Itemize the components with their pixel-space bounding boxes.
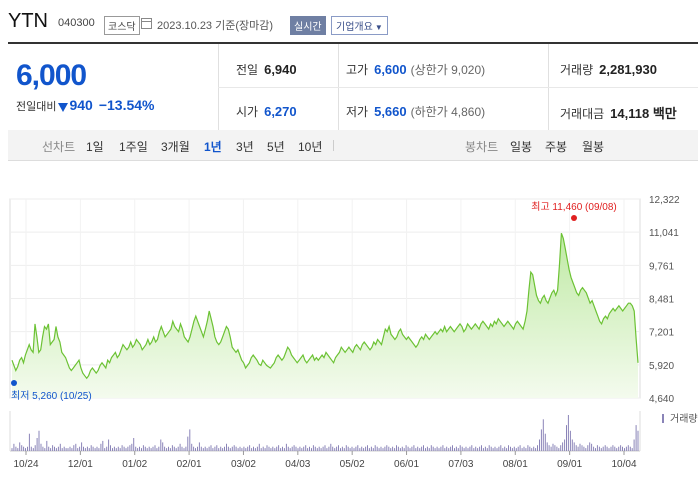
price-chart[interactable]: 12,322 11,041 9,761 8,481 7,201 5,920 4,640 최고 … bbox=[0, 185, 698, 483]
x-tick-label: 10/04 bbox=[611, 459, 636, 470]
open-label: 시가 bbox=[236, 105, 259, 119]
stock-name: YTN bbox=[8, 10, 48, 32]
period-tab-3m[interactable]: 3개월 bbox=[161, 140, 190, 154]
stock-code: 040300 bbox=[58, 17, 95, 29]
prev-close-cell: 전일 6,940 bbox=[236, 61, 297, 78]
volume-value: 2,281,930 bbox=[599, 62, 657, 77]
down-arrow-icon bbox=[58, 102, 69, 112]
volume-label: 거래량 bbox=[670, 413, 698, 425]
y-tick-label: 11,041 bbox=[649, 228, 679, 239]
x-tick-label: 05/02 bbox=[340, 459, 365, 470]
period-tab-10y[interactable]: 10년 bbox=[298, 140, 323, 154]
x-tick-label: 07/03 bbox=[448, 459, 473, 470]
volume-label: 거래량 bbox=[560, 63, 594, 77]
market-badge: 코스닥 bbox=[104, 16, 140, 35]
y-tick-label: 4,640 bbox=[649, 394, 674, 405]
quote-date: 2023.10.23 기준(장마감) bbox=[157, 20, 274, 32]
calendar-icon bbox=[141, 18, 152, 29]
x-tick-label: 10/24 bbox=[13, 459, 38, 470]
x-tick-label: 04/03 bbox=[285, 459, 310, 470]
y-tick-label: 5,920 bbox=[649, 361, 674, 372]
candle-tab-daily[interactable]: 일봉 bbox=[510, 140, 533, 154]
low-value: 5,660 bbox=[374, 104, 407, 119]
price-area bbox=[12, 233, 638, 398]
prev-close-label: 전일 bbox=[236, 63, 259, 77]
period-tab-1w[interactable]: 1주일 bbox=[119, 140, 148, 154]
lower-limit: (하한가 4,860) bbox=[410, 105, 486, 119]
candle-chart-label: 봉차트 bbox=[465, 140, 499, 154]
y-tick-label: 12,322 bbox=[649, 195, 680, 206]
x-tick-label: 08/01 bbox=[503, 459, 528, 470]
high-value: 6,600 bbox=[374, 62, 407, 77]
quote-panel: 6,000 전일대비 940 −13.54% 전일 6,940 고가 6,600 (상한가… bbox=[8, 42, 698, 131]
prev-close-value: 6,940 bbox=[264, 62, 297, 77]
divider bbox=[218, 87, 698, 88]
change-percent: −13.54% bbox=[98, 97, 155, 113]
x-tick-label: 01/02 bbox=[122, 459, 147, 470]
min-annotation: 최저 5,260 (10/25) bbox=[11, 390, 92, 402]
upper-limit: (상한가 9,020) bbox=[410, 63, 486, 77]
high-cell: 고가 6,600 (상한가 9,020) bbox=[346, 61, 485, 78]
price-change-row: 전일대비 940 −13.54% bbox=[16, 97, 155, 114]
company-overview-label: 기업개요 bbox=[336, 22, 373, 33]
period-bar: 선차트 1일 1주일 3개월 1년 3년 5년 10년 봉차트 일봉 주봉 월봉 bbox=[8, 130, 698, 161]
amount-value: 14,118 백만 bbox=[610, 106, 677, 121]
low-label: 저가 bbox=[346, 105, 369, 119]
low-cell: 저가 5,660 (하한가 4,860) bbox=[346, 103, 485, 120]
amount-label: 거래대금 bbox=[560, 107, 605, 121]
period-tab-1y[interactable]: 1년 bbox=[204, 140, 222, 154]
volume-cell: 거래량 2,281,930 bbox=[560, 61, 657, 78]
stock-header: YTN 040300 코스닥 2023.10.23 기준(장마감) 실시간 기업… bbox=[0, 0, 698, 40]
candle-tab-weekly[interactable]: 주봉 bbox=[545, 140, 568, 154]
change-value: 940 bbox=[69, 97, 93, 113]
period-tab-3y[interactable]: 3년 bbox=[236, 140, 254, 154]
max-marker bbox=[571, 215, 577, 221]
y-tick-label: 9,761 bbox=[649, 261, 674, 272]
line-chart-label: 선차트 bbox=[42, 140, 76, 154]
candle-tab-monthly[interactable]: 월봉 bbox=[582, 140, 605, 154]
x-tick-label: 12/01 bbox=[68, 459, 93, 470]
chevron-down-icon: ▼ bbox=[374, 23, 383, 32]
realtime-button[interactable]: 실시간 bbox=[290, 16, 326, 35]
x-tick-label: 09/01 bbox=[557, 459, 582, 470]
open-value: 6,270 bbox=[264, 104, 297, 119]
period-tab-1d[interactable]: 1일 bbox=[86, 140, 104, 154]
period-tab-5y[interactable]: 5년 bbox=[267, 140, 285, 154]
current-price: 6,000 bbox=[16, 59, 87, 92]
max-annotation: 최고 11,460 (09/08) bbox=[531, 201, 617, 213]
y-tick-label: 8,481 bbox=[649, 295, 674, 306]
volume-legend-icon bbox=[662, 414, 664, 423]
divider bbox=[333, 140, 334, 151]
y-tick-label: 7,201 bbox=[649, 328, 674, 339]
company-overview-button[interactable]: 기업개요 ▼ bbox=[331, 16, 388, 35]
x-tick-label: 03/02 bbox=[231, 459, 256, 470]
amount-cell: 거래대금 14,118 백만 bbox=[560, 103, 677, 122]
high-label: 고가 bbox=[346, 63, 369, 77]
change-label: 전일대비 bbox=[16, 101, 57, 113]
open-cell: 시가 6,270 bbox=[236, 103, 297, 120]
price-line bbox=[11, 232, 639, 380]
min-marker bbox=[11, 380, 17, 386]
x-tick-label: 06/01 bbox=[394, 459, 419, 470]
x-tick-label: 02/01 bbox=[177, 459, 202, 470]
